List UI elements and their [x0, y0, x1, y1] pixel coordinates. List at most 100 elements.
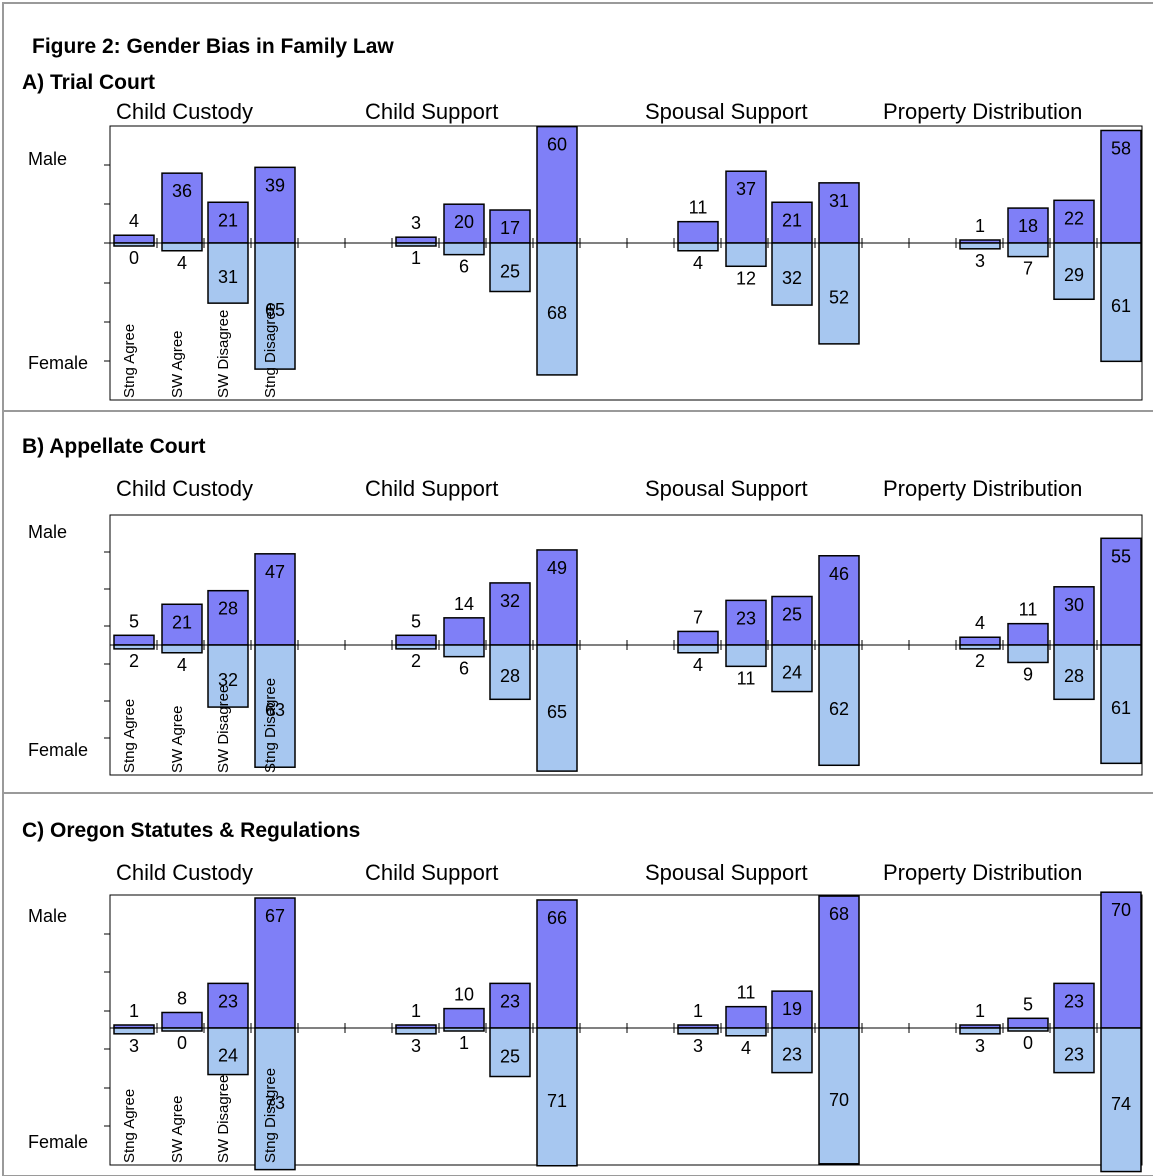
panel-1-spousal-support-stng-disagree-male-bar [818, 182, 860, 244]
panel-2-spousal-support-sw-agree-female-value: 11 [737, 668, 756, 688]
panel-3-property-distribution-stng-disagree-female-value: 74 [1111, 1094, 1131, 1114]
panel-2-child-custody-sw-agree-female-bar [161, 644, 203, 654]
panel-1-spousal-support-stng-agree-female-value: 4 [693, 253, 703, 273]
panel-1-child-support-sw-agree-male-value: 20 [454, 212, 474, 232]
panel-c-border [2, 792, 1153, 1176]
panel-1-child-custody-stng-agree-male-bar [113, 234, 155, 244]
panel-2-child-support-title: Child Support [365, 476, 498, 501]
panel-2-child-custody-stng-disagree-female-value: 63 [265, 700, 285, 720]
panel-3-female-label: Female [28, 1132, 88, 1152]
panel-2-spousal-support-sw-agree-female-bar [725, 644, 767, 668]
panel-3-property-distribution-stng-agree-male-value: 1 [975, 1001, 985, 1021]
panel-2-child-support-sw-disagree-male-bar [489, 582, 531, 646]
panel-1-child-custody-sw-disagree-male-value: 21 [218, 210, 238, 230]
panel-2-child-custody-stng-agree-female-bar [113, 644, 155, 650]
panel-1-spousal-support-stng-agree-male-value: 11 [689, 198, 708, 218]
panel-2-child-support-sw-disagree-female-value: 28 [500, 666, 520, 686]
panel-3-property-distribution-sw-disagree-female-value: 23 [1064, 1044, 1084, 1064]
panel-1-child-custody-sw-disagree-male-bar [207, 201, 249, 244]
panels: A) Trial Court Male Female Child Custody 4 0 3… [22, 71, 1143, 1173]
panel-1-property-distribution-sw-agree-male-value: 18 [1018, 216, 1038, 236]
panel-2-response-label-stng-agree: Stng Agree [121, 699, 138, 773]
panel-3-spousal-support-stng-disagree-male-bar [818, 895, 860, 1029]
panel-3-property-distribution-sw-disagree-male-value: 23 [1064, 991, 1084, 1011]
panel-1-response-label-stng-disagree: Stng Disagree [262, 303, 279, 398]
panel-2-spousal-support-stng-agree-female-bar [677, 644, 719, 654]
panel-2-spousal-support-stng-agree-female-value: 4 [693, 655, 703, 675]
panel-2-child-support-stng-agree-male-value: 5 [411, 611, 421, 631]
panel-3-child-custody-stng-agree-female-bar [113, 1027, 155, 1035]
panel-1-child-support-stng-disagree-male-bar [536, 125, 578, 244]
panel-1-spousal-support-stng-agree-female-bar [677, 242, 719, 252]
panel-1-spousal-support-sw-agree-female-value: 12 [736, 268, 756, 288]
panel-3-spousal-support-sw-agree-female-value: 4 [741, 1038, 751, 1058]
panel-3-child-support-sw-disagree-male-value: 23 [500, 991, 520, 1011]
panel-2-property-distribution-stng-agree-male-value: 4 [975, 613, 985, 633]
panel-1-property-distribution-stng-agree-female-bar [959, 242, 1001, 250]
panel-2-female-label: Female [28, 740, 88, 760]
panel-2-child-custody-stng-agree-male-bar [113, 634, 155, 646]
panel-1-spousal-support-stng-disagree-male-value: 31 [829, 191, 849, 211]
panel-2-child-support-sw-agree-female-value: 6 [459, 659, 469, 679]
panel-3-child-custody-stng-agree-male-value: 1 [129, 1001, 139, 1021]
panel-1-spousal-support-sw-agree-male-bar [725, 170, 767, 244]
panel-1-child-support-sw-disagree-female-value: 25 [500, 261, 520, 281]
panel-3-property-distribution-stng-agree-female-bar [959, 1027, 1001, 1035]
panel-2-child-support-stng-disagree-male-value: 49 [547, 558, 567, 578]
panel-3-property-distribution-sw-disagree-female-bar [1053, 1027, 1095, 1074]
panel-1-child-support-stng-agree-male-bar [395, 236, 437, 244]
panel-1-property-distribution-stng-disagree-male-value: 58 [1111, 138, 1131, 158]
panel-3-spousal-support-stng-agree-male-value: 1 [693, 1001, 703, 1021]
panel-2-property-distribution-stng-disagree-female-value: 61 [1111, 698, 1131, 718]
panel-2-property-distribution-sw-agree-female-bar [1007, 644, 1049, 664]
panel-2-property-distribution-sw-disagree-female-value: 28 [1064, 666, 1084, 686]
panel-3-child-support-sw-agree-female-bar [443, 1027, 485, 1032]
panel-1-spousal-support-sw-agree-male-value: 37 [736, 179, 756, 199]
panel-1-property-distribution-sw-agree-female-value: 7 [1023, 259, 1033, 279]
panel-2-child-support-sw-agree-female-bar [443, 644, 485, 658]
panel-3-child-support-sw-agree-male-bar [443, 1007, 485, 1029]
panel-2-spousal-support-sw-disagree-female-value: 24 [782, 662, 802, 682]
panel-1-spousal-support-sw-disagree-female-bar [771, 242, 813, 306]
panel-3-response-label-sw-agree: SW Agree [169, 1095, 186, 1163]
panel-1-child-support-sw-disagree-male-value: 17 [500, 218, 520, 238]
panel-1-property-distribution-stng-disagree-female-value: 61 [1111, 296, 1131, 316]
panel-1-spousal-support-stng-agree-male-bar [677, 220, 719, 244]
panel-2-property-distribution-stng-disagree-female-bar [1100, 644, 1142, 765]
panel-2-property-distribution-sw-agree-male-bar [1007, 622, 1049, 646]
panel-1-child-custody-sw-agree-female-bar [161, 242, 203, 252]
panel-3-spousal-support-stng-agree-female-value: 3 [693, 1036, 703, 1056]
panel-2-spousal-support-stng-disagree-female-bar [818, 644, 860, 767]
panel-3-child-custody-title: Child Custody [116, 860, 253, 885]
panel-3-property-distribution-stng-agree-female-value: 3 [975, 1036, 985, 1056]
panel-2-spousal-support-stng-disagree-female-value: 62 [829, 699, 849, 719]
panel-2-property-distribution-stng-agree-female-value: 2 [975, 651, 985, 671]
panel-3-spousal-support-stng-agree-female-bar [677, 1027, 719, 1035]
panel-1-child-support-stng-agree-female-value: 1 [411, 248, 421, 268]
panel-3-child-support-stng-disagree-male-value: 66 [547, 908, 567, 928]
panel-3-property-distribution-sw-agree-male-bar [1007, 1017, 1049, 1029]
panel-2-spousal-support-sw-agree-male-value: 23 [736, 608, 756, 628]
panel-3-child-support-stng-disagree-male-bar [536, 899, 578, 1029]
panel-3-property-distribution-stng-disagree-male-value: 70 [1111, 900, 1131, 920]
panel-3-property-distribution-sw-agree-male-value: 5 [1023, 994, 1033, 1014]
panel-1-child-support-stng-disagree-male-value: 60 [547, 135, 567, 155]
figure-title: Figure 2: Gender Bias in Family Law [32, 35, 394, 58]
panel-1-child-custody-stng-agree-male-value: 4 [129, 211, 139, 231]
panel-1-property-distribution-stng-agree-male-value: 1 [975, 216, 985, 236]
panel-2-male-label: Male [28, 522, 67, 542]
panel-1-child-support-stng-agree-male-value: 3 [411, 213, 421, 233]
panel-3-spousal-support-sw-agree-male-value: 11 [737, 983, 756, 1003]
panel-1-child-custody-stng-agree-female-value: 0 [129, 248, 139, 268]
panel-1-spousal-support-sw-disagree-male-bar [771, 201, 813, 244]
panel-3-child-custody-sw-disagree-female-bar [207, 1027, 249, 1076]
panel-3-spousal-support-sw-agree-female-bar [725, 1027, 767, 1037]
panel-3-child-custody-stng-disagree-female-value: 73 [265, 1093, 285, 1113]
panel-1-response-label-stng-agree: Stng Agree [121, 324, 138, 398]
panel-2-child-support-stng-agree-male-bar [395, 634, 437, 646]
panel-1-property-distribution-sw-disagree-female-bar [1053, 242, 1095, 301]
panel-3-child-support-sw-agree-male-value: 10 [454, 985, 474, 1005]
panel-3-child-support-stng-disagree-female-bar [536, 1027, 578, 1167]
panel-3-child-custody-sw-agree-female-value: 0 [177, 1033, 187, 1053]
